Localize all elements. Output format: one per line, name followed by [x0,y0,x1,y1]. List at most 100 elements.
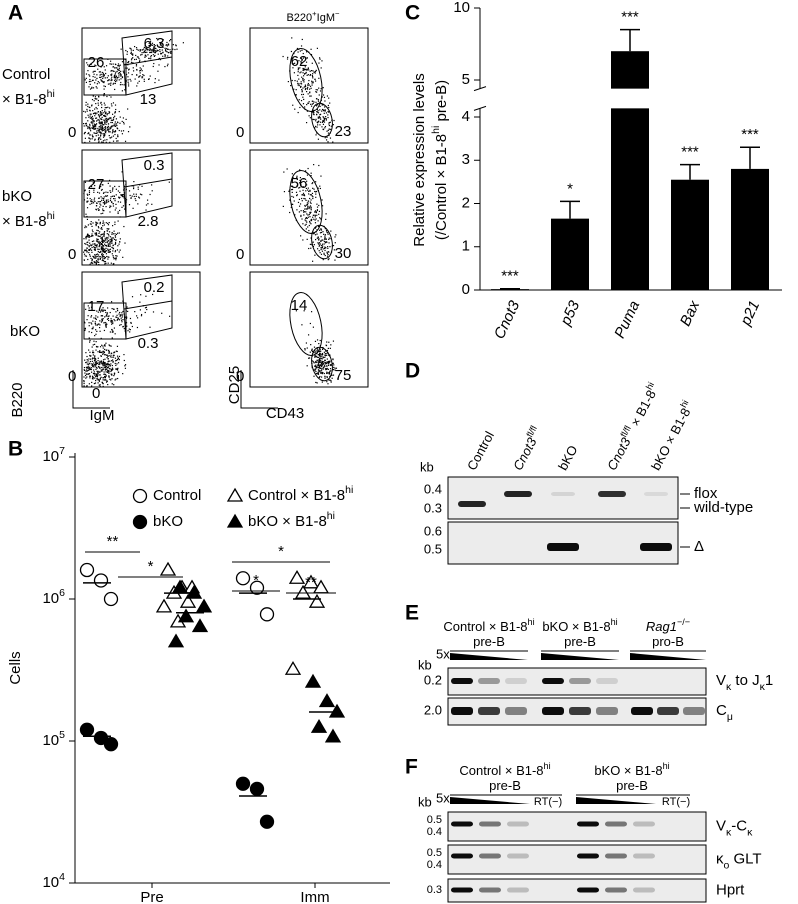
event-dot [99,223,101,225]
event-dot [86,124,88,126]
event-dot [325,218,327,220]
event-dot [124,242,126,244]
event-dot [105,111,107,113]
event-dot [319,348,321,350]
event-dot [115,259,117,261]
event-dot [110,356,112,358]
event-dot [84,131,86,134]
event-dot [324,238,326,240]
event-dot [324,376,326,378]
event-dot [321,365,323,367]
event-dot [300,210,302,212]
event-dot [308,247,310,250]
event-dot [96,132,98,134]
event-dot [104,257,106,259]
event-dot [100,369,102,371]
event-dot [111,352,113,354]
event-dot [108,117,111,119]
event-dot [109,199,112,202]
event-dot [95,358,97,360]
event-dot [114,73,117,75]
event-dot [321,371,323,373]
supscript: hi [611,617,618,627]
event-dot [127,69,130,71]
event-dot [308,213,310,216]
event-dot [114,379,116,381]
event-dot [97,129,99,131]
panel-letter: F [405,756,418,779]
event-dot [307,93,309,95]
event-dot [321,96,323,98]
event-dot [113,230,115,232]
event-dot [94,335,96,337]
event-dot [96,244,98,246]
event-dot [100,242,103,245]
event-dot [309,222,311,224]
event-dot [153,46,155,48]
event-dot [300,184,302,186]
event-dot [122,194,124,196]
event-dot [314,72,316,74]
lane-label: Cnot3fl/fl [509,424,546,473]
event-dot [304,106,306,108]
event-dot [327,104,329,107]
event-dot [94,70,96,72]
gel-band [598,491,626,497]
event-dot [130,51,133,53]
event-dot [88,132,90,134]
event-dot [307,67,309,69]
event-dot [317,104,319,106]
event-dot [319,109,321,111]
event-dot [153,48,155,50]
event-dot [302,69,305,71]
data-point [284,660,302,675]
event-dot [105,326,107,328]
event-dot [104,139,106,141]
event-dot [112,330,114,332]
event-dot [317,354,319,356]
event-dot [110,373,112,375]
legend-label: Control × B1-8hi [248,484,353,504]
event-dot [306,104,308,106]
event-dot [95,373,97,375]
event-dot [138,76,140,78]
event-dot [324,254,326,257]
event-dot [101,252,103,254]
event-dot [128,68,130,70]
event-dot [102,140,105,142]
event-dot [96,241,99,243]
event-dot [334,259,336,261]
gate [121,30,173,96]
event-dot [102,225,104,227]
event-dot [89,123,91,125]
event-dot [95,318,97,321]
event-dot [123,84,125,86]
event-dot [118,185,120,188]
event-dot [321,368,323,370]
event-dot [98,115,100,117]
event-dot [106,371,109,373]
event-dot [102,239,105,241]
event-dot [316,233,318,235]
event-dot [92,71,94,73]
event-dot [120,323,122,326]
data-point [179,593,197,608]
event-dot [89,110,91,112]
event-dot [91,229,94,231]
supscript: hi [644,381,656,392]
event-dot [98,116,101,118]
event-dot [303,211,305,213]
text-part: pre-B [564,634,596,649]
event-dot [99,222,101,224]
event-dot [100,128,102,131]
event-dot [301,38,303,41]
event-dot [92,201,94,203]
event-dot [122,70,124,72]
event-dot [89,140,91,142]
event-dot [95,86,97,88]
event-dot [326,251,328,253]
event-dot [315,98,318,100]
event-dot [114,250,117,252]
event-dot [105,368,107,370]
event-dot [328,361,330,364]
